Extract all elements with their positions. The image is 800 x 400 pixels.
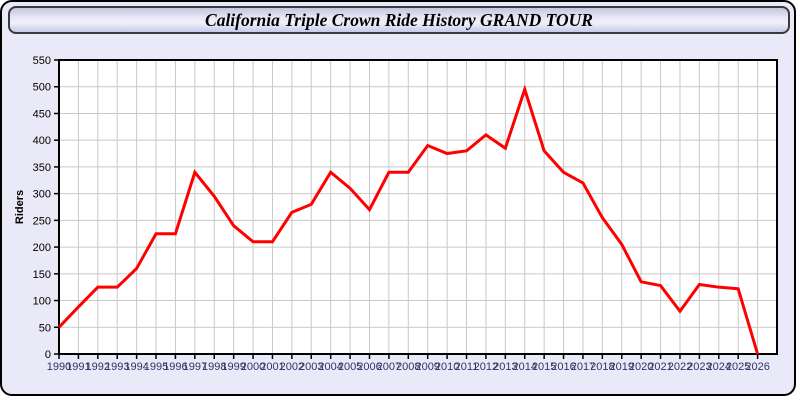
x-tick-label: 2016 [551, 361, 575, 373]
x-tick-label: 2008 [396, 361, 420, 373]
x-tick-label: 1999 [221, 361, 245, 373]
y-tick-label: 300 [33, 189, 51, 201]
x-tick-label: 1992 [86, 361, 110, 373]
y-tick-label: 200 [33, 242, 51, 254]
ride-history-line-chart: 0501001502002503003504004505005501990199… [14, 55, 778, 373]
x-tick-label: 2019 [610, 361, 634, 373]
x-tick-label: 2011 [455, 361, 479, 373]
x-tick-label: 2009 [415, 361, 439, 373]
x-tick-label: 1995 [144, 361, 168, 373]
y-tick-label: 350 [33, 162, 51, 174]
x-tick-label: 2004 [318, 361, 342, 373]
x-tick-label: 2022 [668, 361, 692, 373]
x-tick-label: 2003 [299, 361, 323, 373]
y-tick-label: 500 [33, 82, 51, 94]
x-tick-label: 2006 [357, 361, 381, 373]
riders-line-series [57, 84, 760, 355]
x-tick-label: 2007 [377, 361, 401, 373]
y-axis-title: Riders [14, 190, 26, 224]
x-tick-label: 1998 [202, 361, 226, 373]
y-tick-label: 150 [33, 269, 51, 281]
x-tick-label: 2020 [629, 361, 653, 373]
x-tick-label: 2026 [745, 361, 769, 373]
x-tick-label: 2018 [590, 361, 614, 373]
title-bar: California Triple Crown Ride History GRA… [8, 6, 790, 34]
x-tick-label: 1993 [105, 361, 129, 373]
x-tick-label: 2025 [726, 361, 750, 373]
y-tick-label: 50 [39, 322, 51, 334]
y-tick-label: 400 [33, 135, 51, 147]
x-tick-label: 2002 [280, 361, 304, 373]
x-tick-label: 2015 [532, 361, 556, 373]
x-tick-label: 2013 [493, 361, 517, 373]
x-tick-label: 2005 [338, 361, 362, 373]
y-tick-label: 450 [33, 108, 51, 120]
x-tick-label: 2000 [241, 361, 265, 373]
x-tick-label: 2024 [707, 361, 731, 373]
x-tick-label: 2021 [648, 361, 672, 373]
x-tick-label: 2014 [512, 361, 536, 373]
y-tick-label: 550 [33, 55, 51, 67]
x-tick-label: 2010 [435, 361, 459, 373]
x-tick-label: 2023 [687, 361, 711, 373]
x-tick-label: 1991 [66, 361, 90, 373]
plot-area [59, 60, 777, 354]
x-tick-label: 1997 [183, 361, 207, 373]
x-tick-label: 2001 [260, 361, 284, 373]
x-tick-label: 2012 [474, 361, 498, 373]
y-tick-label: 250 [33, 215, 51, 227]
x-tick-label: 1994 [124, 361, 148, 373]
x-tick-label: 1990 [47, 361, 71, 373]
x-tick-label: 1996 [163, 361, 187, 373]
plot-border [58, 59, 778, 355]
y-tick-label: 0 [45, 349, 51, 361]
y-tick-label: 100 [33, 296, 51, 308]
window-title: California Triple Crown Ride History GRA… [205, 9, 593, 30]
x-tick-label: 2017 [571, 361, 595, 373]
